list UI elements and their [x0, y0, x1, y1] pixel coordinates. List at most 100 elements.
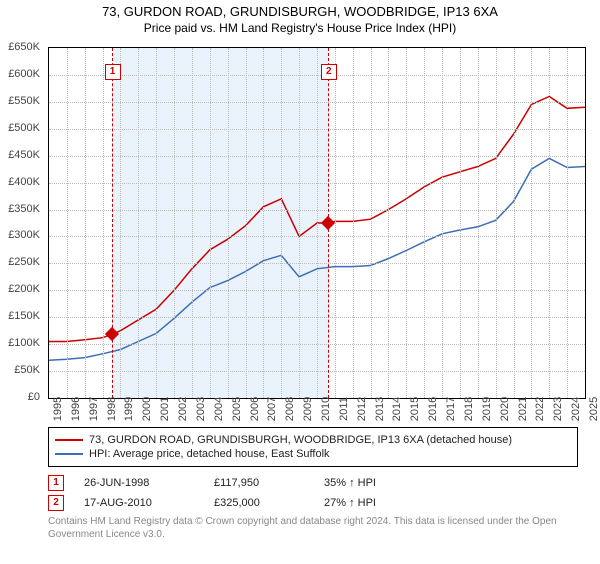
gridline-v [156, 48, 157, 398]
gridline-v [67, 48, 68, 398]
plot-region: 12 [48, 47, 586, 399]
xtick-label: 2006 [249, 397, 261, 421]
sale-pct: 35% ↑ HPI [324, 477, 434, 489]
xtick-label: 2005 [231, 397, 243, 421]
sale-pct: 27% ↑ HPI [324, 497, 434, 509]
gridline-v [138, 48, 139, 398]
gridline-v [424, 48, 425, 398]
ytick-label: £550K [0, 95, 40, 107]
gridline-v [281, 48, 282, 398]
legend-item: 73, GURDON ROAD, GRUNDISBURGH, WOODBRIDG… [55, 434, 571, 446]
ytick-label: £150K [0, 310, 40, 322]
sale-index-box: 2 [48, 495, 64, 511]
ytick-label: £350K [0, 203, 40, 215]
event-line [112, 48, 113, 398]
xtick-label: 2018 [463, 397, 475, 421]
gridline-v [549, 48, 550, 398]
gridline-v [103, 48, 104, 398]
gridline-v [531, 48, 532, 398]
legend: 73, GURDON ROAD, GRUNDISBURGH, WOODBRIDG… [48, 427, 578, 467]
gridline-v [442, 48, 443, 398]
event-index-box: 1 [105, 64, 121, 80]
gridline-v [263, 48, 264, 398]
chart-subtitle: Price paid vs. HM Land Registry's House … [0, 21, 600, 35]
xtick-label: 2012 [356, 397, 368, 421]
xtick-label: 1995 [52, 397, 64, 421]
chart-area: 12 £0£50K£100K£150K£200K£250K£300K£350K£… [40, 39, 600, 419]
xtick-label: 2024 [570, 397, 582, 421]
event-index-box: 2 [321, 64, 337, 80]
gridline-v [85, 48, 86, 398]
gridline-v [388, 48, 389, 398]
ytick-label: £200K [0, 283, 40, 295]
legend-label: HPI: Average price, detached house, East… [89, 448, 330, 460]
xtick-label: 2019 [481, 397, 493, 421]
ytick-label: £50K [0, 364, 40, 376]
sale-price: £325,000 [214, 497, 324, 509]
ytick-label: £650K [0, 41, 40, 53]
xtick-label: 2016 [427, 397, 439, 421]
xtick-label: 2015 [409, 397, 421, 421]
xtick-label: 2011 [338, 397, 350, 421]
xtick-label: 2025 [588, 397, 600, 421]
xtick-label: 2017 [445, 397, 457, 421]
xtick-label: 2007 [266, 397, 278, 421]
xtick-label: 2001 [159, 397, 171, 421]
ytick-label: £250K [0, 256, 40, 268]
sale-row: 2 17-AUG-2010£325,00027% ↑ HPI [48, 495, 578, 511]
gridline-v [228, 48, 229, 398]
xtick-label: 1997 [88, 397, 100, 421]
chart-container: 73, GURDON ROAD, GRUNDISBURGH, WOODBRIDG… [0, 4, 600, 564]
sale-row: 1 26-JUN-1998£117,95035% ↑ HPI [48, 475, 578, 491]
chart-title: 73, GURDON ROAD, GRUNDISBURGH, WOODBRIDG… [0, 4, 600, 19]
ytick-label: £400K [0, 176, 40, 188]
sale-date: 26-JUN-1998 [84, 477, 214, 489]
legend-swatch [55, 453, 83, 455]
xtick-label: 2002 [177, 397, 189, 421]
gridline-v [299, 48, 300, 398]
gridline-v [174, 48, 175, 398]
xtick-label: 2008 [284, 397, 296, 421]
xtick-label: 2022 [534, 397, 546, 421]
gridline-v [353, 48, 354, 398]
gridline-v [514, 48, 515, 398]
legend-swatch [55, 439, 83, 441]
gridline-v [406, 48, 407, 398]
xtick-label: 2003 [195, 397, 207, 421]
gridline-v [496, 48, 497, 398]
xtick-label: 1996 [70, 397, 82, 421]
xtick-label: 1998 [106, 397, 118, 421]
gridline-v [460, 48, 461, 398]
sale-date: 17-AUG-2010 [84, 497, 214, 509]
ytick-label: £0 [0, 391, 40, 403]
ytick-label: £300K [0, 229, 40, 241]
xtick-label: 2004 [213, 397, 225, 421]
xtick-label: 2009 [302, 397, 314, 421]
xtick-label: 1999 [123, 397, 135, 421]
gridline-v [246, 48, 247, 398]
gridline-v [478, 48, 479, 398]
gridline-v [317, 48, 318, 398]
xtick-label: 2021 [517, 397, 529, 421]
xtick-label: 2023 [552, 397, 564, 421]
footnote: Contains HM Land Registry data © Crown c… [48, 515, 578, 541]
xtick-label: 2010 [320, 397, 332, 421]
gridline-v [120, 48, 121, 398]
sales-table: 1 26-JUN-1998£117,95035% ↑ HPI 2 17-AUG-201… [48, 475, 578, 511]
sale-index-box: 1 [48, 475, 64, 491]
gridline-v [371, 48, 372, 398]
xtick-label: 2000 [141, 397, 153, 421]
gridline-v [567, 48, 568, 398]
xtick-label: 2020 [499, 397, 511, 421]
gridline-v [210, 48, 211, 398]
legend-label: 73, GURDON ROAD, GRUNDISBURGH, WOODBRIDG… [89, 434, 512, 446]
xtick-label: 2013 [374, 397, 386, 421]
ytick-label: £100K [0, 337, 40, 349]
ytick-label: £600K [0, 68, 40, 80]
xtick-label: 2014 [391, 397, 403, 421]
legend-item: HPI: Average price, detached house, East… [55, 448, 571, 460]
sale-price: £117,950 [214, 477, 324, 489]
ytick-label: £500K [0, 122, 40, 134]
gridline-v [192, 48, 193, 398]
ytick-label: £450K [0, 149, 40, 161]
